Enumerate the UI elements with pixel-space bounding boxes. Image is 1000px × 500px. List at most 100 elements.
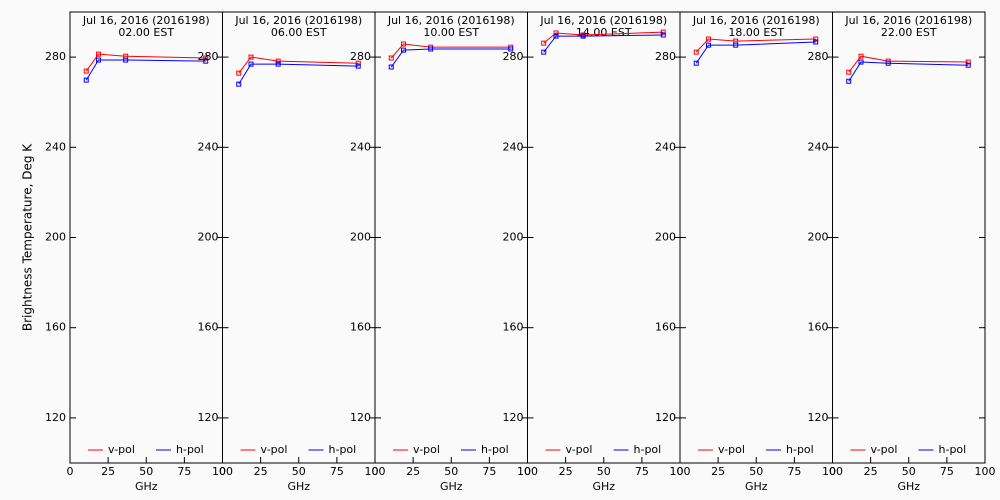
panel-subtitle: 06.00 EST (271, 26, 327, 39)
legend-label: v-pol (566, 443, 593, 456)
point-marker (388, 55, 394, 61)
point-marker (388, 64, 394, 70)
x-tick-label: 25 (406, 465, 420, 478)
series-line (848, 61, 969, 82)
point-marker (965, 59, 971, 65)
y-tick-label: 240 (45, 140, 66, 153)
point-marker (203, 55, 209, 61)
point-marker (660, 29, 666, 35)
point-marker (733, 42, 739, 48)
legend-label: v-pol (718, 443, 745, 456)
x-tick-label: 0 (677, 465, 684, 478)
series-line (238, 63, 359, 85)
x-tick-label: 50 (902, 465, 916, 478)
series-line (390, 48, 511, 68)
x-tick-label: 0 (372, 465, 379, 478)
x-tick-label: 25 (101, 465, 115, 478)
y-tick-label: 280 (655, 50, 676, 63)
y-tick-label: 280 (350, 50, 371, 63)
x-tick-label: 75 (177, 465, 191, 478)
legend-label: h-pol (176, 443, 204, 456)
legend-label: v-pol (871, 443, 898, 456)
point-marker (858, 59, 864, 65)
x-tick-label: 100 (670, 465, 691, 478)
panel-title: Jul 16, 2016 (2016198) (539, 14, 667, 27)
x-tick-label: 50 (292, 465, 306, 478)
plot-area (222, 11, 376, 464)
y-tick-label: 200 (350, 231, 371, 244)
point-marker (275, 61, 281, 67)
y-tick-label: 200 (198, 231, 219, 244)
point-marker (96, 51, 102, 57)
x-axis-label: GHz (897, 480, 920, 493)
point-marker (541, 49, 547, 55)
point-marker (553, 30, 559, 36)
x-tick-label: 0 (524, 465, 531, 478)
x-tick-label: 0 (219, 465, 226, 478)
plot-area (69, 11, 223, 464)
x-tick-label: 50 (139, 465, 153, 478)
series-line (543, 31, 664, 44)
point-marker (858, 53, 864, 59)
y-tick-label: 280 (503, 50, 524, 63)
point-marker (248, 54, 254, 60)
point-marker (706, 42, 712, 48)
x-axis-label: GHz (745, 480, 768, 493)
y-tick-label: 160 (655, 321, 676, 334)
panel-title: Jul 16, 2016 (2016198) (387, 14, 515, 27)
point-marker (660, 32, 666, 38)
x-tick-label: 25 (864, 465, 878, 478)
x-tick-label: 25 (711, 465, 725, 478)
y-tick-label: 200 (808, 231, 829, 244)
y-tick-label: 200 (655, 231, 676, 244)
point-marker (693, 60, 699, 66)
point-marker (846, 78, 852, 84)
point-marker (813, 36, 819, 42)
y-tick-label: 280 (198, 50, 219, 63)
legend-label: h-pol (329, 443, 357, 456)
point-marker (885, 60, 891, 66)
point-marker (965, 62, 971, 68)
point-marker (248, 61, 254, 67)
point-marker (553, 33, 559, 39)
point-marker (236, 81, 242, 87)
legend-label: v-pol (261, 443, 288, 456)
y-tick-label: 160 (808, 321, 829, 334)
y-tick-label: 120 (350, 411, 371, 424)
legend-label: h-pol (481, 443, 509, 456)
x-axis-label: GHz (287, 480, 310, 493)
y-tick-label: 200 (503, 231, 524, 244)
y-tick-label: 240 (808, 140, 829, 153)
plot-area (832, 11, 986, 464)
x-tick-label: 0 (67, 465, 74, 478)
y-tick-label: 200 (45, 231, 66, 244)
point-marker (508, 46, 514, 52)
y-tick-label: 160 (350, 321, 371, 334)
series-line (695, 38, 816, 53)
x-tick-label: 25 (254, 465, 268, 478)
series-line (85, 59, 206, 81)
point-marker (401, 47, 407, 53)
y-tick-label: 120 (198, 411, 219, 424)
point-marker (541, 40, 547, 46)
y-tick-label: 120 (808, 411, 829, 424)
plot-area (374, 11, 528, 464)
legend-label: v-pol (413, 443, 440, 456)
y-tick-label: 160 (198, 321, 219, 334)
point-marker (846, 69, 852, 75)
point-marker (275, 58, 281, 64)
point-marker (401, 41, 407, 47)
y-tick-label: 120 (655, 411, 676, 424)
point-marker (355, 63, 361, 69)
x-axis-label: GHz (135, 480, 158, 493)
x-tick-label: 75 (787, 465, 801, 478)
legend-label: h-pol (786, 443, 814, 456)
panel-title: Jul 16, 2016 (2016198) (234, 14, 362, 27)
x-tick-label: 75 (940, 465, 954, 478)
x-tick-label: 75 (635, 465, 649, 478)
y-tick-label: 240 (198, 140, 219, 153)
plot-area (679, 11, 833, 464)
y-tick-label: 240 (350, 140, 371, 153)
x-tick-label: 25 (559, 465, 573, 478)
